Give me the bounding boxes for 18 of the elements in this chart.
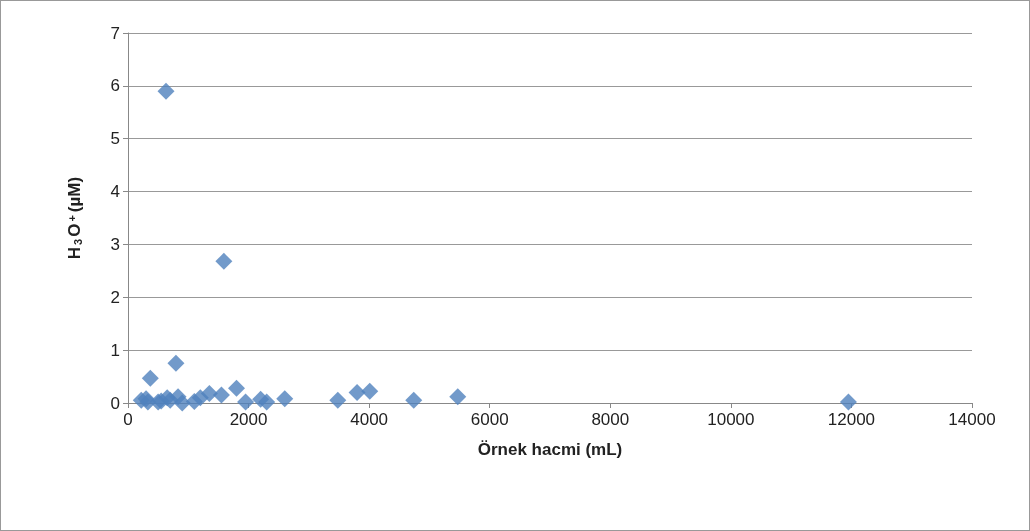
x-axis-title: Örnek hacmi (mL): [477, 440, 623, 459]
y-tick-label: 4: [110, 182, 120, 202]
y-tick-label: 5: [110, 129, 120, 149]
x-tick-label: 14000: [948, 410, 996, 429]
x-tick-label: 0: [123, 410, 133, 429]
x-tick-label: 6000: [470, 410, 509, 429]
y-tick-label: 7: [110, 23, 120, 43]
x-tick-label: 4000: [350, 410, 389, 429]
x-tick-label: 8000: [591, 410, 630, 429]
x-tick-label: 2000: [229, 410, 268, 429]
y-tick-label: 2: [110, 287, 120, 307]
y-tick-label: 3: [110, 234, 120, 254]
y-tick-label: 6: [110, 76, 120, 96]
y-axis-title: H3O+(µM): [65, 176, 84, 260]
y-tick-label: 0: [110, 393, 120, 413]
x-tick-label: 12000: [827, 410, 876, 429]
x-tick-label: 10000: [707, 410, 755, 429]
y-tick-label: 1: [110, 340, 120, 360]
